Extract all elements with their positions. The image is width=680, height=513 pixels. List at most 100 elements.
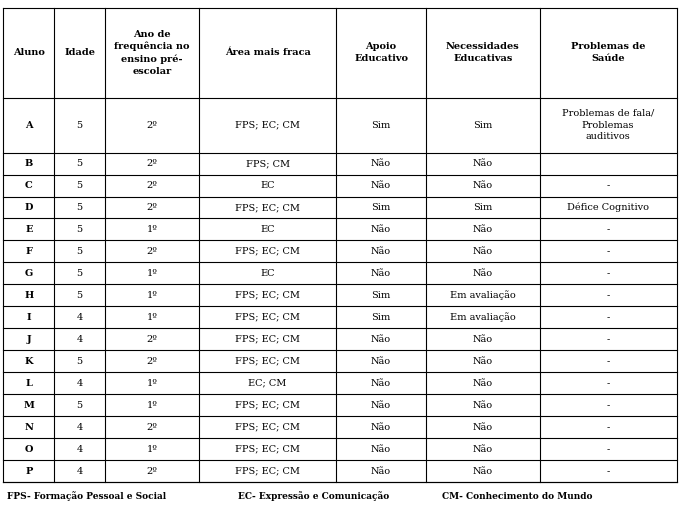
Text: 5: 5 [77, 121, 83, 130]
Text: FPS; CM: FPS; CM [245, 159, 290, 168]
Text: Não: Não [473, 401, 493, 410]
Text: -: - [607, 291, 610, 300]
Text: Não: Não [473, 269, 493, 278]
Text: Défice Cognitivo: Défice Cognitivo [567, 203, 649, 212]
Text: EC: EC [260, 181, 275, 190]
Text: Aluno: Aluno [13, 48, 45, 57]
Text: 5: 5 [77, 401, 83, 410]
Text: Não: Não [371, 423, 391, 432]
Text: 1º: 1º [147, 379, 158, 388]
Text: Não: Não [473, 445, 493, 454]
Text: EC: EC [260, 269, 275, 278]
Text: Não: Não [473, 247, 493, 256]
Text: Sim: Sim [371, 313, 391, 322]
Text: -: - [607, 247, 610, 256]
Text: M: M [23, 401, 34, 410]
Text: EC- Expressão e Comunicação: EC- Expressão e Comunicação [238, 491, 389, 501]
Text: Não: Não [371, 445, 391, 454]
Text: 2º: 2º [147, 423, 158, 432]
Text: 4: 4 [77, 379, 83, 388]
Text: I: I [27, 313, 31, 322]
Text: FPS; EC; CM: FPS; EC; CM [235, 467, 300, 476]
Text: -: - [607, 313, 610, 322]
Text: FPS; EC; CM: FPS; EC; CM [235, 313, 300, 322]
Text: 4: 4 [77, 335, 83, 344]
Text: 4: 4 [77, 423, 83, 432]
Text: FPS; EC; CM: FPS; EC; CM [235, 291, 300, 300]
Text: -: - [607, 423, 610, 432]
Text: -: - [607, 467, 610, 476]
Text: Não: Não [473, 423, 493, 432]
Text: 4: 4 [77, 467, 83, 476]
Text: L: L [25, 379, 32, 388]
Text: FPS; EC; CM: FPS; EC; CM [235, 247, 300, 256]
Text: FPS; EC; CM: FPS; EC; CM [235, 401, 300, 410]
Text: Sim: Sim [473, 203, 492, 212]
Text: 2º: 2º [147, 335, 158, 344]
Text: 5: 5 [77, 291, 83, 300]
Text: -: - [607, 181, 610, 190]
Text: Não: Não [473, 181, 493, 190]
Text: 5: 5 [77, 247, 83, 256]
Text: 5: 5 [77, 357, 83, 366]
Text: 1º: 1º [147, 313, 158, 322]
Text: Não: Não [473, 357, 493, 366]
Text: 5: 5 [77, 225, 83, 234]
Text: EC; CM: EC; CM [248, 379, 287, 388]
Text: G: G [24, 269, 33, 278]
Text: 5: 5 [77, 203, 83, 212]
Text: Idade: Idade [64, 48, 95, 57]
Text: 4: 4 [77, 313, 83, 322]
Text: Sim: Sim [371, 121, 391, 130]
Text: -: - [607, 357, 610, 366]
Text: F: F [25, 247, 33, 256]
Text: Sim: Sim [371, 203, 391, 212]
Text: J: J [27, 335, 31, 344]
Text: Não: Não [371, 357, 391, 366]
Text: Não: Não [473, 159, 493, 168]
Text: Em avaliação: Em avaliação [450, 312, 515, 322]
Text: Não: Não [371, 379, 391, 388]
Text: 1º: 1º [147, 225, 158, 234]
Text: Não: Não [473, 225, 493, 234]
Text: FPS; EC; CM: FPS; EC; CM [235, 203, 300, 212]
Text: D: D [24, 203, 33, 212]
Text: Sim: Sim [371, 291, 391, 300]
Text: FPS; EC; CM: FPS; EC; CM [235, 335, 300, 344]
Text: FPS- Formação Pessoal e Social: FPS- Formação Pessoal e Social [7, 491, 166, 501]
Text: 2º: 2º [147, 203, 158, 212]
Text: Ano de
frequência no
ensino pré-
escolar: Ano de frequência no ensino pré- escolar [114, 30, 190, 75]
Text: K: K [24, 357, 33, 366]
Text: 4: 4 [77, 445, 83, 454]
Text: FPS; EC; CM: FPS; EC; CM [235, 445, 300, 454]
Text: Não: Não [371, 247, 391, 256]
Text: CM- Conhecimento do Mundo: CM- Conhecimento do Mundo [442, 492, 592, 501]
Text: Em avaliação: Em avaliação [450, 290, 515, 300]
Text: -: - [607, 225, 610, 234]
Text: Não: Não [371, 401, 391, 410]
Text: Sim: Sim [473, 121, 492, 130]
Text: 2º: 2º [147, 247, 158, 256]
Text: 1º: 1º [147, 401, 158, 410]
Text: Não: Não [473, 467, 493, 476]
Text: Não: Não [371, 467, 391, 476]
Text: O: O [24, 445, 33, 454]
Text: 2º: 2º [147, 357, 158, 366]
Text: Não: Não [371, 269, 391, 278]
Text: Problemas de
Saúde: Problemas de Saúde [571, 42, 645, 63]
Text: Problemas de fala/
Problemas
auditivos: Problemas de fala/ Problemas auditivos [562, 109, 654, 142]
Text: 2º: 2º [147, 159, 158, 168]
Text: Não: Não [371, 225, 391, 234]
Text: P: P [25, 467, 33, 476]
Text: 1º: 1º [147, 269, 158, 278]
Text: -: - [607, 269, 610, 278]
Text: EC: EC [260, 225, 275, 234]
Text: FPS; EC; CM: FPS; EC; CM [235, 423, 300, 432]
Text: 5: 5 [77, 181, 83, 190]
Text: Não: Não [473, 379, 493, 388]
Text: -: - [607, 335, 610, 344]
Text: FPS; EC; CM: FPS; EC; CM [235, 357, 300, 366]
Text: Necessidades
Educativas: Necessidades Educativas [446, 42, 520, 63]
Text: -: - [607, 445, 610, 454]
Text: FPS; EC; CM: FPS; EC; CM [235, 121, 300, 130]
